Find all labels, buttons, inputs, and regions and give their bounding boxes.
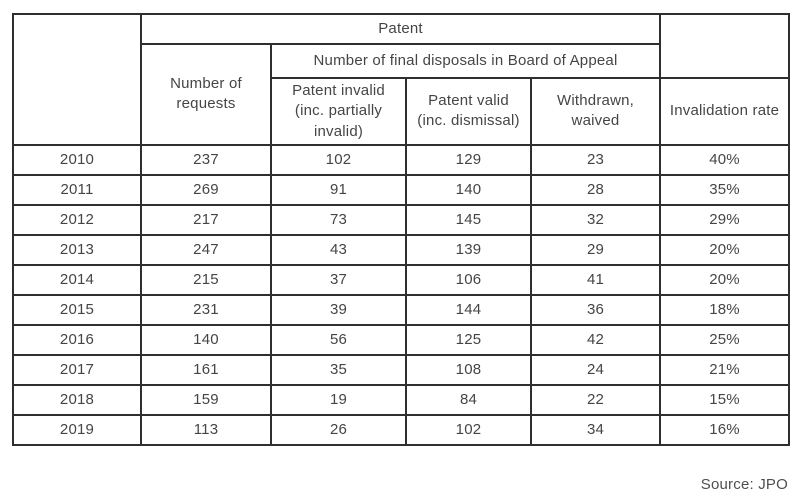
withdrawn-cell: 23 xyxy=(529,143,662,176)
requests-cell: 217 xyxy=(140,203,272,236)
year-cell: 2010 xyxy=(12,143,142,176)
table-row: 2014 215 37 106 41 20% xyxy=(12,263,791,296)
year-cell: 2014 xyxy=(12,263,142,296)
valid-cell: 125 xyxy=(405,323,532,356)
rate-cell: 25% xyxy=(659,323,791,356)
table-body: 2010 237 102 129 23 40% 2011 269 91 140 28 35% 2012 2… xyxy=(12,143,791,446)
table-row: 2012 217 73 145 32 29% xyxy=(12,203,791,236)
requests-cell: 269 xyxy=(140,173,272,206)
rate-cell: 29% xyxy=(659,203,791,236)
valid-cell: 129 xyxy=(405,143,532,176)
col-header-patent-invalid: Patent invalid (inc. partially invalid) xyxy=(270,77,407,146)
table-row: 2016 140 56 125 42 25% xyxy=(12,323,791,356)
col-header-invalidation-rate: Invalidation rate xyxy=(659,77,791,146)
invalid-cell: 39 xyxy=(270,293,407,326)
year-cell: 2019 xyxy=(12,413,142,446)
year-cell: 2017 xyxy=(12,353,142,386)
col-header-patent-valid: Patent valid (inc. dismissal) xyxy=(405,77,532,146)
withdrawn-cell: 28 xyxy=(529,173,662,206)
rate-cell: 16% xyxy=(659,413,791,446)
year-cell: 2012 xyxy=(12,203,142,236)
invalid-cell: 19 xyxy=(270,383,407,416)
rate-cell: 15% xyxy=(659,383,791,416)
requests-cell: 159 xyxy=(140,383,272,416)
header-row-3: Patent invalid (inc. partially invalid) … xyxy=(13,77,791,146)
patent-disposals-table: Patent Number of requests Number of fina… xyxy=(12,13,791,446)
valid-cell: 140 xyxy=(405,173,532,206)
requests-cell: 231 xyxy=(140,293,272,326)
valid-cell: 139 xyxy=(405,233,532,266)
table-row: 2017 161 35 108 24 21% xyxy=(12,353,791,386)
invalid-cell: 26 xyxy=(270,413,407,446)
invalid-cell: 43 xyxy=(270,233,407,266)
source-note: Source: JPO xyxy=(700,476,788,493)
header-row-2: Number of requests Number of final dispo… xyxy=(13,43,789,146)
rate-cell: 40% xyxy=(659,143,791,176)
rate-cell: 20% xyxy=(659,233,791,266)
rate-cell: 18% xyxy=(659,293,791,326)
withdrawn-cell: 34 xyxy=(529,413,662,446)
rate-cell: 20% xyxy=(659,263,791,296)
header-row-1: Patent xyxy=(12,13,791,146)
year-column-header xyxy=(12,13,142,146)
requests-cell: 215 xyxy=(140,263,272,296)
invalid-cell: 73 xyxy=(270,203,407,236)
withdrawn-cell: 41 xyxy=(529,263,662,296)
table-row: 2013 247 43 139 29 20% xyxy=(12,233,791,266)
requests-cell: 237 xyxy=(140,143,272,176)
table-row: 2011 269 91 140 28 35% xyxy=(12,173,791,206)
requests-cell: 140 xyxy=(140,323,272,356)
withdrawn-cell: 36 xyxy=(529,293,662,326)
year-cell: 2013 xyxy=(12,233,142,266)
table-row: 2015 231 39 144 36 18% xyxy=(12,293,791,326)
year-cell: 2016 xyxy=(12,323,142,356)
withdrawn-cell: 29 xyxy=(529,233,662,266)
patent-group-header: Patent xyxy=(139,13,662,45)
table-row: 2019 113 26 102 34 16% xyxy=(12,413,791,446)
table-row: 2010 237 102 129 23 40% xyxy=(12,143,791,176)
invalid-cell: 102 xyxy=(270,143,407,176)
rate-column-spacer xyxy=(659,13,791,79)
valid-cell: 106 xyxy=(405,263,532,296)
withdrawn-cell: 42 xyxy=(529,323,662,356)
invalid-cell: 56 xyxy=(270,323,407,356)
col-header-requests: Number of requests xyxy=(140,43,272,146)
valid-cell: 108 xyxy=(405,353,532,386)
disposals-group-header: Number of final disposals in Board of Ap… xyxy=(269,43,662,79)
rate-cell: 35% xyxy=(659,173,791,206)
valid-cell: 144 xyxy=(405,293,532,326)
valid-cell: 102 xyxy=(405,413,532,446)
valid-cell: 84 xyxy=(405,383,532,416)
withdrawn-cell: 24 xyxy=(529,353,662,386)
year-cell: 2011 xyxy=(12,173,142,206)
col-header-withdrawn: Withdrawn, waived xyxy=(529,77,662,146)
year-cell: 2015 xyxy=(12,293,142,326)
invalid-cell: 91 xyxy=(270,173,407,206)
withdrawn-cell: 32 xyxy=(529,203,662,236)
table-row: 2018 159 19 84 22 15% xyxy=(12,383,791,416)
year-cell: 2018 xyxy=(12,383,142,416)
invalid-cell: 37 xyxy=(270,263,407,296)
invalid-cell: 35 xyxy=(270,353,407,386)
rate-cell: 21% xyxy=(659,353,791,386)
valid-cell: 145 xyxy=(405,203,532,236)
requests-cell: 113 xyxy=(140,413,272,446)
requests-cell: 247 xyxy=(140,233,272,266)
withdrawn-cell: 22 xyxy=(529,383,662,416)
requests-cell: 161 xyxy=(140,353,272,386)
